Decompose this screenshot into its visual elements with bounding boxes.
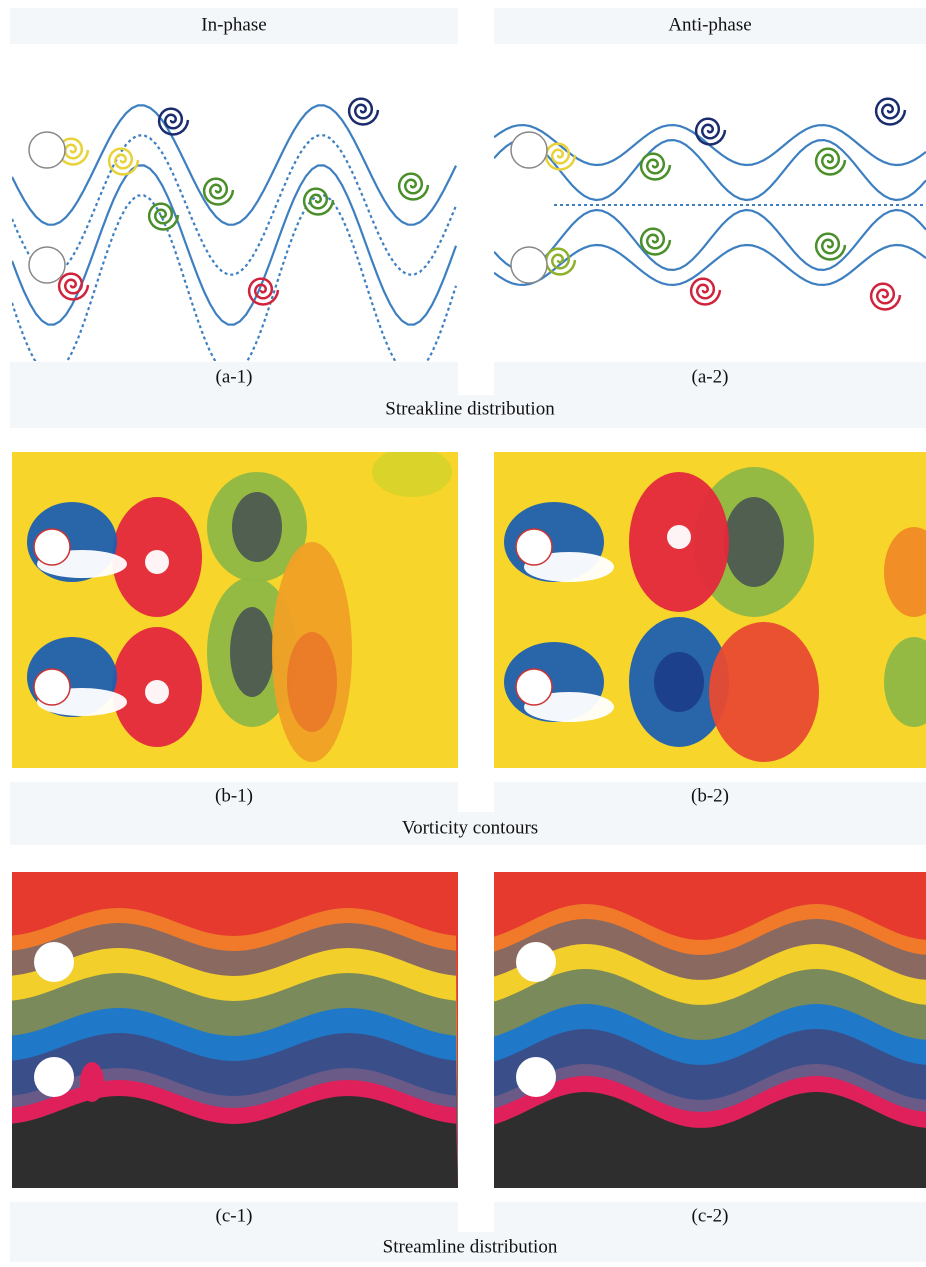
row-caption: Streakline distribution bbox=[385, 398, 555, 419]
cylinder bbox=[511, 247, 547, 283]
column-title: In-phase bbox=[201, 14, 266, 35]
cylinder bbox=[34, 1057, 74, 1097]
cylinder bbox=[34, 942, 74, 982]
vorticity-region bbox=[230, 607, 274, 697]
cylinder bbox=[34, 669, 70, 705]
vorticity-panel bbox=[12, 447, 458, 768]
panel-label: (a-1) bbox=[216, 366, 253, 387]
panel-label: (b-1) bbox=[215, 785, 253, 806]
vorticity-region bbox=[654, 652, 704, 712]
cylinder bbox=[516, 1057, 556, 1097]
column-title: Anti-phase bbox=[668, 14, 751, 35]
row-caption: Vorticity contours bbox=[402, 817, 538, 838]
vorticity-region bbox=[667, 525, 691, 549]
streamline-panel bbox=[12, 872, 458, 1188]
cylinder bbox=[29, 132, 65, 168]
cylinder bbox=[516, 669, 552, 705]
vorticity-region bbox=[724, 497, 784, 587]
vorticity-region bbox=[232, 492, 282, 562]
panel-label: (c-2) bbox=[692, 1205, 729, 1226]
panel-label: (a-2) bbox=[692, 366, 729, 387]
cylinder bbox=[29, 247, 65, 283]
stream-eddy bbox=[80, 1062, 104, 1102]
streakline-panel bbox=[494, 45, 926, 350]
vorticity-panel bbox=[494, 452, 926, 768]
page: In-phase Anti-phase (a-1) (a-2) Streakli… bbox=[0, 0, 926, 1262]
streakline-panel bbox=[12, 45, 458, 375]
vorticity-region bbox=[145, 680, 169, 704]
streamline-panel bbox=[494, 872, 926, 1188]
cylinder bbox=[511, 132, 547, 168]
vorticity-region bbox=[287, 632, 337, 732]
cylinder bbox=[34, 529, 70, 565]
figure: In-phase Anti-phase (a-1) (a-2) Streakli… bbox=[0, 0, 926, 1262]
vorticity-region bbox=[372, 447, 452, 497]
row-caption: Streamline distribution bbox=[383, 1236, 558, 1257]
panel-label: (b-2) bbox=[691, 785, 729, 806]
panel-label: (c-1) bbox=[216, 1205, 253, 1226]
vorticity-region bbox=[145, 550, 169, 574]
cylinder bbox=[516, 942, 556, 982]
vorticity-region bbox=[709, 622, 819, 762]
cylinder bbox=[516, 529, 552, 565]
